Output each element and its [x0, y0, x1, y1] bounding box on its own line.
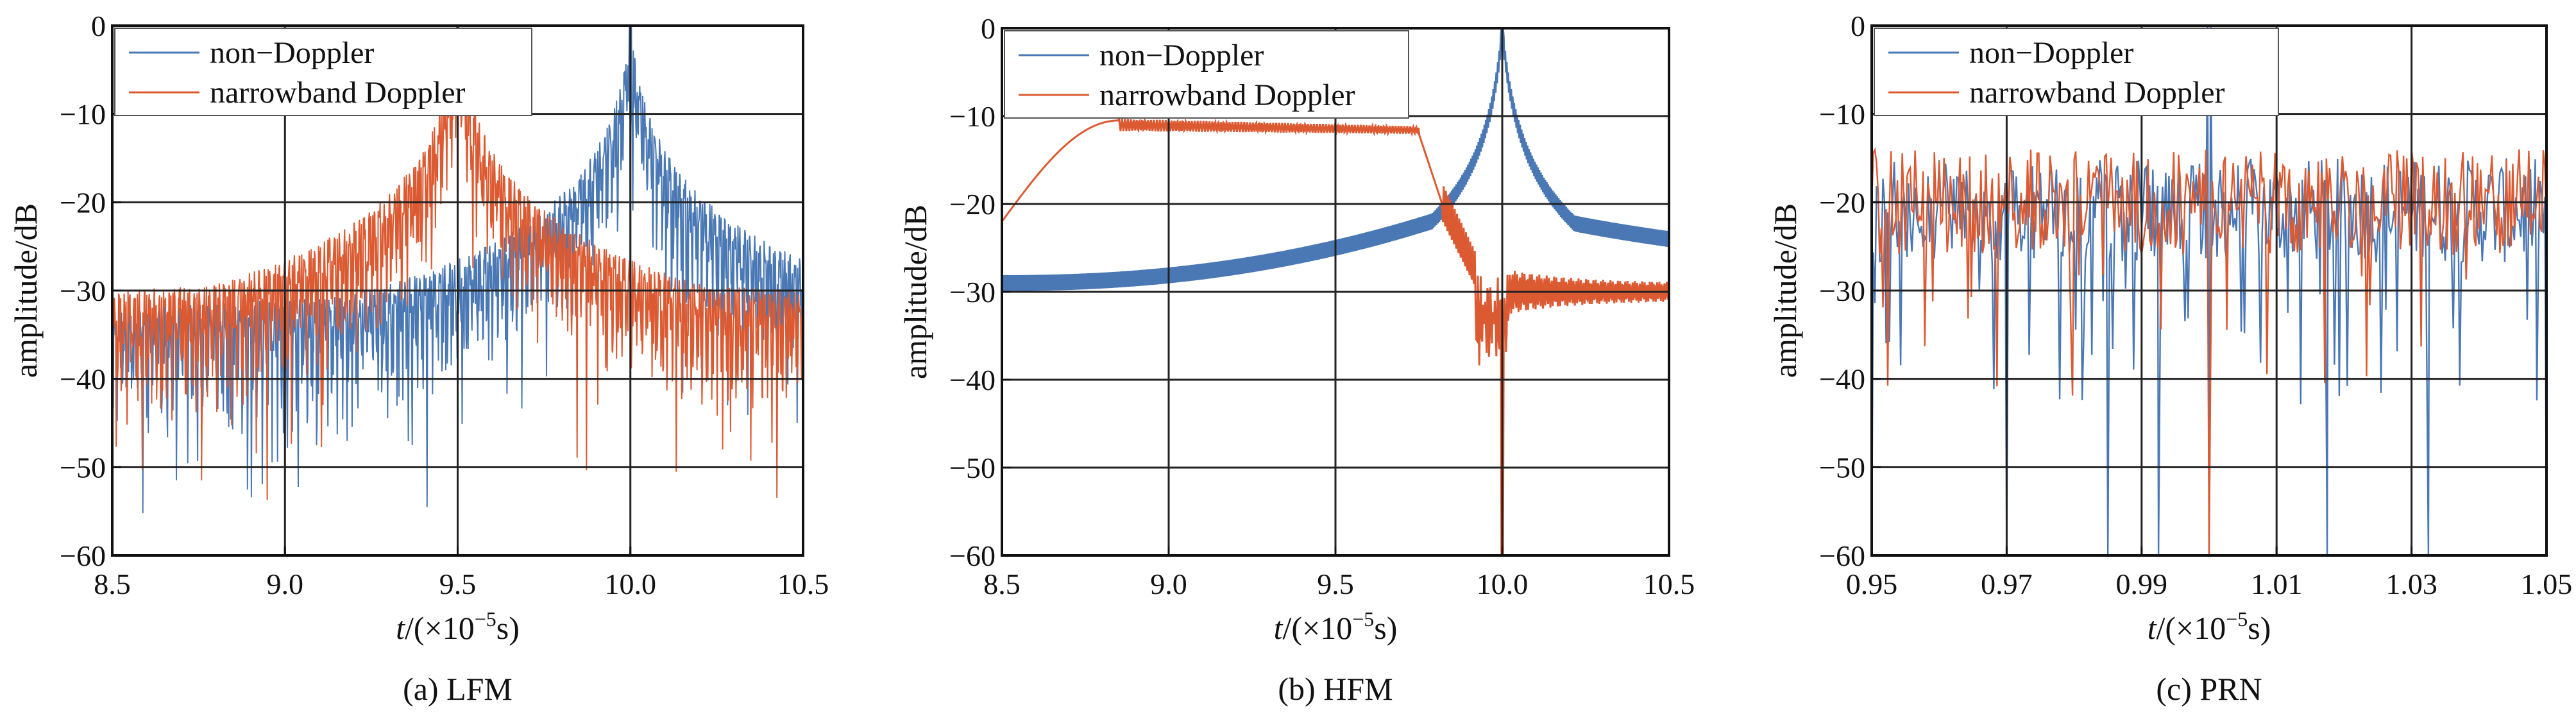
y-tick-label: −20 — [949, 188, 996, 221]
y-tick-label: −10 — [1819, 98, 1865, 131]
legend: non−Doppler narrowband Doppler — [114, 28, 532, 116]
x-tick-label: 9.5 — [439, 568, 477, 600]
y-tick-label: −20 — [1819, 186, 1865, 219]
x-tick-label: 10.5 — [1643, 568, 1695, 600]
y-tick-label: 0 — [1851, 10, 1865, 42]
series-line-narrowband-doppler — [1872, 147, 2546, 555]
legend-label: narrowband Doppler — [1969, 76, 2225, 110]
x-axis-label-unit: s) — [2248, 610, 2271, 646]
legend: non−Doppler narrowband Doppler — [1874, 28, 2279, 116]
x-tick-label: 0.95 — [1846, 568, 1898, 600]
x-tick-label: 0.99 — [2116, 568, 2168, 600]
y-tick-label: 0 — [91, 10, 106, 42]
x-axis-label-unit: s) — [1374, 610, 1397, 646]
x-tick-label: 1.05 — [2521, 568, 2573, 600]
y-tick-label: −30 — [1819, 275, 1865, 307]
y-tick-label: −10 — [60, 98, 106, 131]
legend: non−Doppler narrowband Doppler — [1004, 30, 1409, 119]
legend-box — [1874, 28, 2279, 116]
y-axis-label: amplitude/dB — [1767, 203, 1803, 378]
y-tick-label: −50 — [1819, 451, 1865, 484]
x-tick-label: 10.5 — [777, 568, 829, 600]
y-tick-label: −10 — [949, 100, 996, 133]
series-line-narrowband-doppler — [112, 26, 803, 555]
y-axis-label: amplitude/dB — [8, 203, 44, 378]
x-tick-label: 8.5 — [983, 568, 1021, 600]
y-tick-label: −60 — [60, 539, 106, 572]
legend-label: non−Doppler — [1969, 36, 2133, 70]
x-axis-label-variable: t — [2148, 610, 2157, 646]
x-axis-label-variable: t — [1274, 610, 1284, 646]
x-tick-label: 9.0 — [1150, 568, 1187, 600]
x-axis-label-variable: t — [396, 610, 405, 646]
x-axis-label: t/(×10−5s) — [396, 607, 520, 646]
y-tick-label: −60 — [949, 539, 996, 572]
chart-caption: (b) HFM — [1278, 671, 1393, 707]
y-tick-label: −60 — [1819, 539, 1865, 572]
y-tick-label: −40 — [1819, 363, 1865, 396]
y-tick-label: −20 — [60, 186, 106, 219]
x-axis-label-scale: /(×10 — [2157, 610, 2226, 646]
legend-label: non−Doppler — [1099, 38, 1264, 72]
y-tick-label: −30 — [949, 276, 996, 309]
y-tick-label: 0 — [981, 12, 996, 45]
x-axis-label: t/(×10−5s) — [1274, 607, 1398, 646]
x-axis-label-exponent: −5 — [475, 607, 496, 631]
y-tick-label: −50 — [60, 451, 106, 484]
x-axis-label-exponent: −5 — [1352, 607, 1374, 631]
legend-label: narrowband Doppler — [1099, 78, 1355, 112]
x-tick-label: 1.03 — [2385, 568, 2437, 600]
y-tick-label: −40 — [60, 363, 106, 396]
legend-label: non−Doppler — [210, 36, 374, 70]
x-tick-label: 9.5 — [1317, 568, 1354, 600]
series-line-non-doppler — [1872, 26, 2546, 555]
x-axis-label-scale: /(×10 — [405, 610, 475, 646]
y-tick-label: −50 — [949, 452, 996, 484]
chart-panel-lfm: 8.5 9.0 9.5 10.0 10.5 0 −10 −20 −30 −40 −50 −60 ampl… — [8, 10, 829, 707]
chart-panel-hfm: 8.5 9.0 9.5 10.0 10.5 0 −10 −20 −30 −40 −50 −60 ampl… — [897, 12, 1695, 707]
x-tick-label: 1.01 — [2251, 568, 2303, 600]
chart-caption: (c) PRN — [2156, 671, 2262, 707]
chart-panel-prn: 0.95 0.97 0.99 1.01 1.03 1.05 0 −10 −20 −30 −40 −50… — [1767, 10, 2572, 707]
x-tick-label: 8.5 — [94, 568, 131, 600]
x-tick-label: 10.0 — [1477, 568, 1529, 600]
x-tick-label: 9.0 — [267, 568, 304, 600]
x-axis-label-exponent: −5 — [2226, 607, 2248, 631]
x-axis-label-unit: s) — [496, 610, 520, 646]
legend-label: narrowband Doppler — [210, 76, 466, 110]
y-tick-label: −40 — [949, 364, 996, 396]
x-tick-label: 10.0 — [605, 568, 657, 600]
y-tick-label: −30 — [60, 275, 106, 307]
x-axis-label: t/(×10−5s) — [2148, 607, 2271, 646]
legend-box — [1004, 30, 1409, 119]
legend-box — [114, 28, 532, 116]
chart-caption: (a) LFM — [403, 671, 513, 707]
x-tick-label: 0.97 — [1981, 568, 2033, 600]
y-axis-label: amplitude/dB — [897, 205, 933, 379]
x-axis-label-scale: /(×10 — [1283, 610, 1353, 646]
